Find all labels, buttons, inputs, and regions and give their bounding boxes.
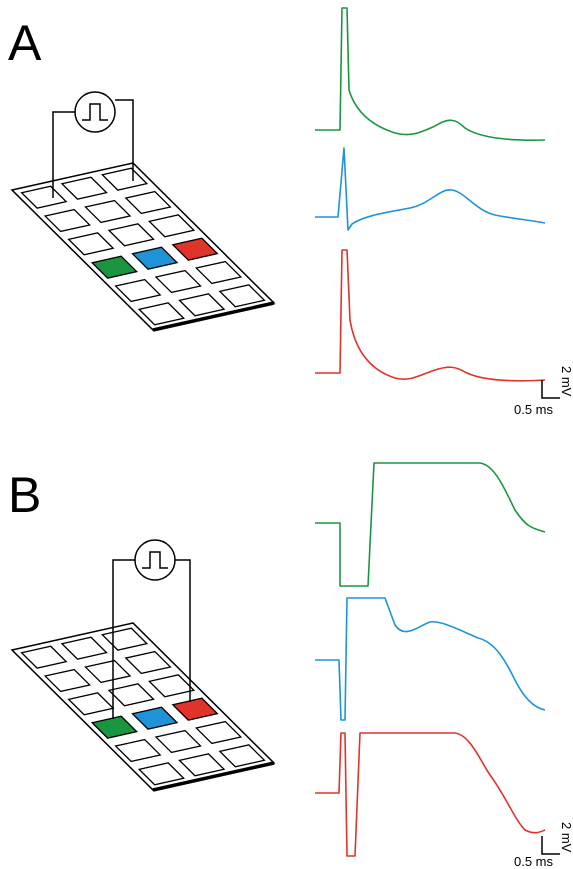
stimulator [52,91,134,198]
electrode [124,650,172,675]
scale-bar [541,836,560,855]
electrode [60,636,108,660]
electrode [131,706,179,730]
electrode [114,278,162,303]
trace [315,462,546,587]
electrode [67,232,115,256]
electrode [43,208,91,233]
electrode [90,715,138,739]
electrode [148,674,196,698]
electrode [20,645,68,669]
scale-label: 0.5 ms [514,402,554,417]
plate-edge [152,301,275,332]
electrode [60,176,108,200]
electrode [178,293,226,317]
electrode [20,185,68,209]
electrode [107,223,155,247]
electrode [107,683,155,707]
electrode-array [10,622,276,792]
electrode [84,659,132,684]
electrode [84,199,132,224]
electrode [101,167,149,191]
electrode [218,284,266,308]
trace [315,597,546,721]
plate-edge [152,761,275,792]
scale-label: 0.5 ms [514,854,554,869]
electrode [178,753,226,777]
scale-bar [541,380,560,399]
electrode [124,190,172,215]
electrode [131,246,179,270]
trace [315,249,546,382]
electrode [137,302,185,326]
panel-label: A [8,15,42,71]
electrode [154,269,202,294]
electrode [137,762,185,786]
electrode [195,720,243,745]
electrode [43,668,91,693]
scale-label: 2 mV [559,822,573,853]
electrode [195,260,243,285]
electrode [114,738,162,763]
electrode [90,255,138,279]
trace [315,732,546,857]
electrode [171,697,219,721]
trace [315,7,546,141]
trace [315,147,546,231]
scale-label: 2 mV [559,366,573,397]
electrode [148,214,196,238]
electrode [154,729,202,754]
electrode [218,744,266,768]
panel-label: B [8,467,41,523]
electrode [171,237,219,261]
stimulator [112,539,191,719]
electrode-array [10,162,276,332]
